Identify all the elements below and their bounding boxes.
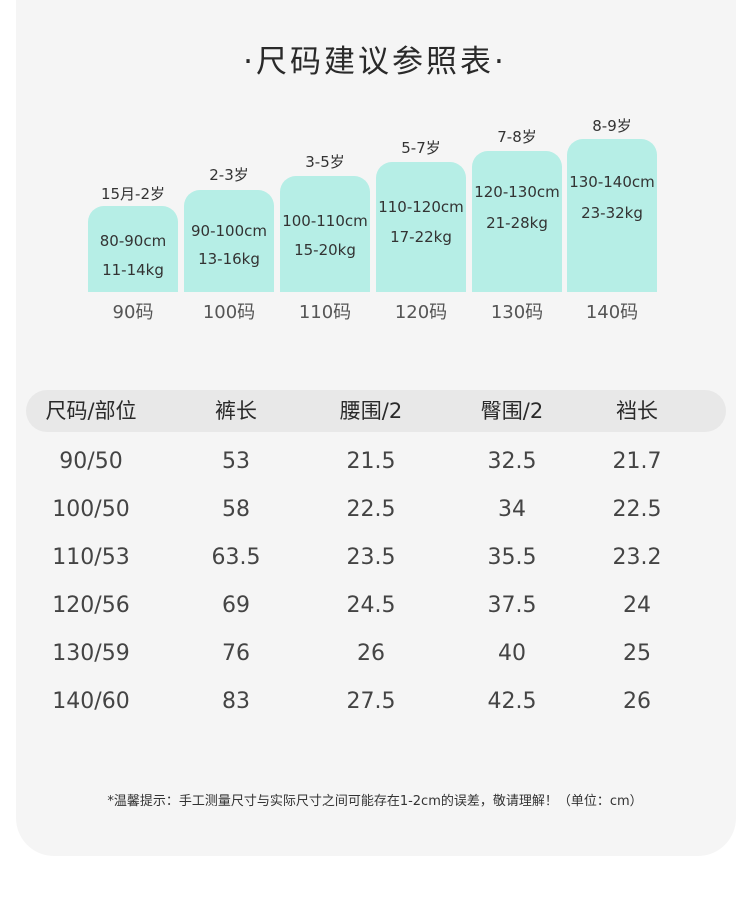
size-chart: 15月-2岁 80-90cm 11-14kg 90码 2-3岁 90-100cm… (0, 0, 750, 340)
size-bar: 100-110cm 15-20kg (280, 176, 370, 292)
height-range: 120-130cm (474, 183, 560, 201)
size-bar: 80-90cm 11-14kg (88, 206, 178, 292)
height-range: 130-140cm (569, 173, 655, 191)
table-cell: 130/59 (52, 641, 130, 666)
weight-range: 17-22kg (390, 228, 452, 246)
table-row: 140/60 83 27.5 42.5 26 (26, 678, 726, 726)
height-range: 100-110cm (282, 212, 368, 230)
table-cell: 35.5 (487, 545, 537, 570)
table-body: 90/50 53 21.5 32.5 21.7 100/50 58 22.5 3… (26, 432, 726, 726)
table-cell: 58 (222, 497, 250, 522)
table-cell: 83 (222, 689, 250, 714)
table-cell: 90/50 (59, 449, 123, 474)
size-code: 130码 (490, 302, 544, 323)
size-bar: 120-130cm 21-28kg (472, 151, 562, 292)
height-range: 90-100cm (191, 222, 267, 240)
age-label: 5-7岁 (401, 139, 441, 157)
table-cell: 25 (623, 641, 651, 666)
measurement-table: 尺码/部位 裤长 腰围/2 臀围/2 裆长 90/50 53 21.5 32.5… (26, 390, 726, 726)
height-range: 110-120cm (378, 198, 464, 216)
table-cell: 40 (498, 641, 526, 666)
measurement-note: *温馨提示：手工测量尺寸与实际尺寸之间可能存在1-2cm的误差，敬请理解！（单位… (107, 794, 643, 809)
table-cell: 27.5 (346, 689, 396, 714)
table-cell: 100/50 (52, 497, 130, 522)
age-label: 2-3岁 (209, 166, 249, 184)
table-row: 100/50 58 22.5 34 22.5 (26, 486, 726, 534)
table-cell: 53 (222, 449, 250, 474)
table-row: 110/53 63.5 23.5 35.5 23.2 (26, 534, 726, 582)
size-bar: 90-100cm 13-16kg (184, 190, 274, 292)
size-bar: 130-140cm 23-32kg (567, 139, 657, 292)
table-row: 120/56 69 24.5 37.5 24 (26, 582, 726, 630)
size-code: 120码 (394, 302, 448, 323)
table-cell: 26 (623, 689, 651, 714)
table-cell: 24.5 (346, 593, 396, 618)
age-label: 3-5岁 (305, 153, 345, 171)
table-row: 90/50 53 21.5 32.5 21.7 (26, 438, 726, 486)
size-code: 140码 (585, 302, 639, 323)
weight-range: 15-20kg (294, 241, 356, 259)
table-cell: 22.5 (612, 497, 662, 522)
table-cell: 42.5 (487, 689, 537, 714)
weight-range: 23-32kg (581, 204, 643, 222)
header-half-hip: 臀围/2 (480, 399, 544, 423)
weight-range: 21-28kg (486, 214, 548, 232)
size-code: 100码 (202, 302, 256, 323)
age-label: 8-9岁 (592, 117, 632, 135)
table-cell: 21.5 (346, 449, 396, 474)
table-header: 尺码/部位 裤长 腰围/2 臀围/2 裆长 (26, 390, 726, 432)
table-cell: 76 (222, 641, 250, 666)
header-size: 尺码/部位 (45, 399, 137, 423)
table-cell: 34 (498, 497, 526, 522)
table-cell: 110/53 (52, 545, 130, 570)
table-cell: 37.5 (487, 593, 537, 618)
table-cell: 22.5 (346, 497, 396, 522)
size-code: 90码 (112, 302, 154, 323)
table-cell: 63.5 (211, 545, 261, 570)
table-cell: 69 (222, 593, 250, 618)
header-half-waist: 腰围/2 (339, 399, 403, 423)
table-cell: 120/56 (52, 593, 130, 618)
age-label: 7-8岁 (497, 128, 537, 146)
table-cell: 21.7 (612, 449, 662, 474)
table-cell: 24 (623, 593, 651, 618)
table-cell: 32.5 (487, 449, 537, 474)
size-bar: 110-120cm 17-22kg (376, 162, 466, 292)
table-cell: 26 (357, 641, 385, 666)
weight-range: 13-16kg (198, 250, 260, 268)
table-row: 130/59 76 26 40 25 (26, 630, 726, 678)
table-cell: 140/60 (52, 689, 130, 714)
header-rise: 裆长 (616, 399, 658, 423)
page-title: ·尺码建议参照表· (243, 44, 507, 80)
table-cell: 23.5 (346, 545, 396, 570)
size-code: 110码 (298, 302, 352, 323)
table-cell: 23.2 (612, 545, 662, 570)
weight-range: 11-14kg (102, 261, 164, 279)
height-range: 80-90cm (99, 232, 167, 250)
age-label: 15月-2岁 (100, 185, 166, 203)
header-pants-length: 裤长 (215, 399, 257, 423)
